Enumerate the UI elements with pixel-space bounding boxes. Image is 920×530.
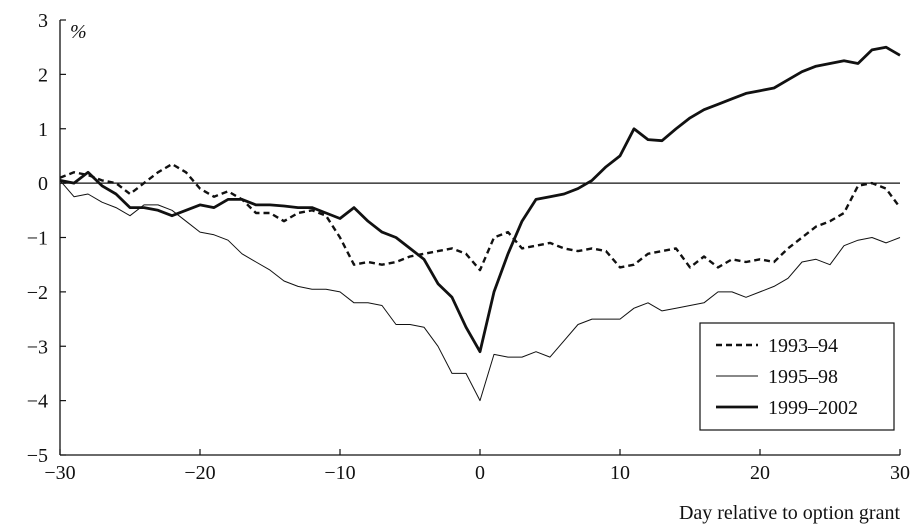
y-tick-label: −5	[27, 445, 48, 467]
y-tick-label: −3	[27, 336, 48, 358]
legend-label: 1999–2002	[768, 397, 858, 419]
y-tick-label: 0	[38, 173, 48, 195]
y-tick-label: 3	[38, 10, 48, 32]
x-tick-label: −20	[184, 462, 215, 484]
chart-legend: 1993–94 1995–98 1999–2002	[699, 322, 895, 431]
series-layer	[59, 45, 901, 402]
y-tick-label: −2	[27, 282, 48, 304]
x-axis-title: Day relative to option grant	[679, 502, 900, 524]
x-tick-label: 10	[610, 462, 630, 484]
series-line-3	[59, 45, 901, 354]
x-tick-label: −10	[324, 462, 355, 484]
y-tick-label: 1	[38, 119, 48, 141]
legend-label: 1993–94	[768, 335, 838, 357]
y-tick-label: −4	[27, 391, 48, 413]
series-line-2	[59, 180, 901, 402]
x-tick-label: −30	[44, 462, 75, 484]
x-tick-label: 30	[890, 462, 910, 484]
y-axis-unit-label: %	[70, 21, 87, 43]
x-tick-label: 20	[750, 462, 770, 484]
x-tick-label: 0	[475, 462, 485, 484]
legend-label: 1995–98	[768, 366, 838, 388]
y-tick-label: −1	[27, 228, 48, 250]
series-line-1	[59, 162, 901, 272]
y-tick-label: 2	[38, 64, 48, 86]
